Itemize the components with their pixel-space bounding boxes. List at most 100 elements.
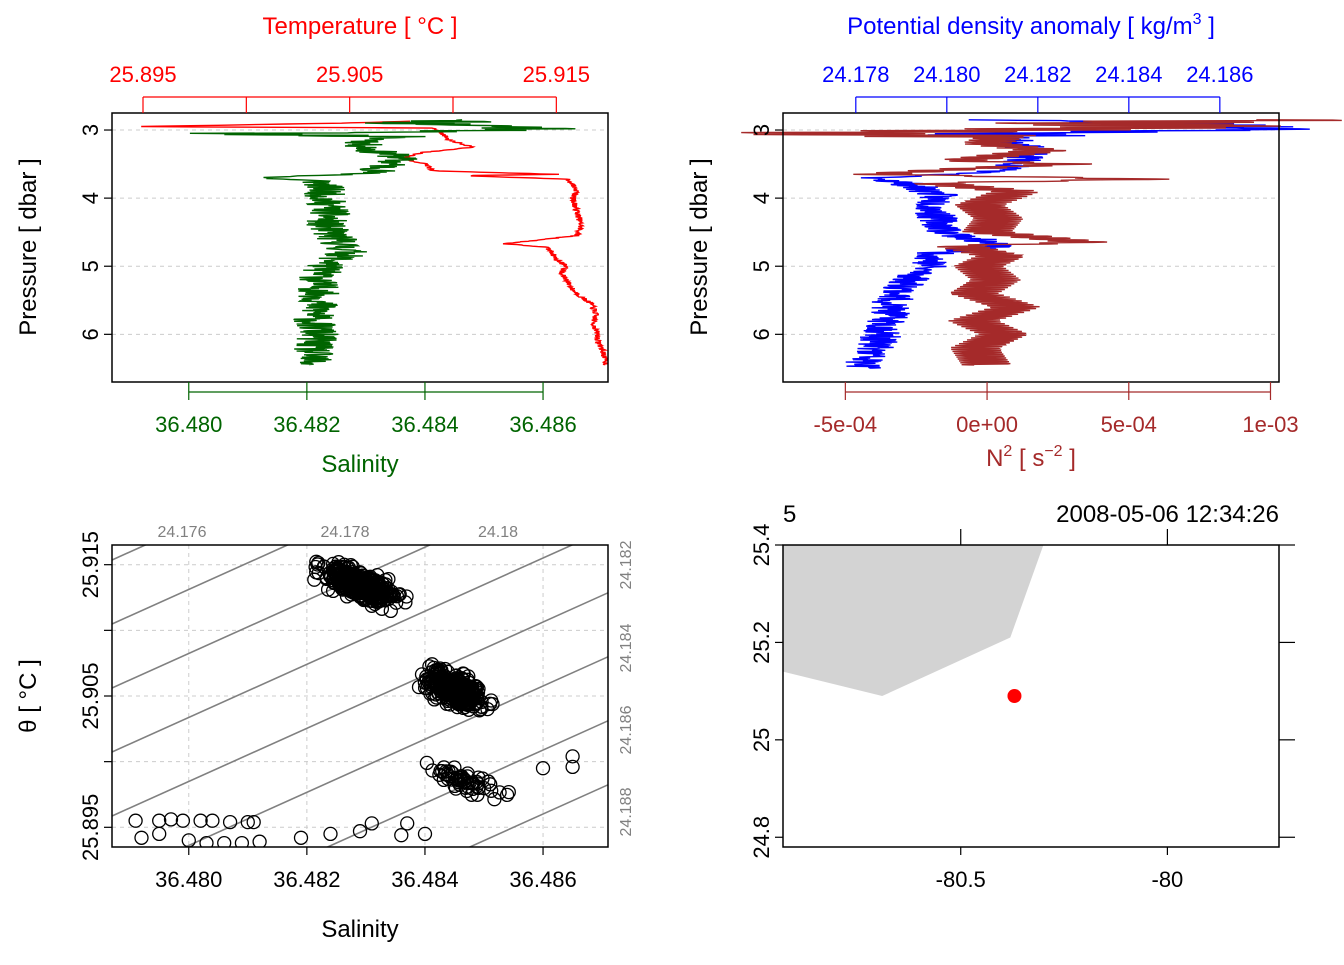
ts-point bbox=[480, 701, 495, 717]
ts-point bbox=[452, 697, 468, 712]
ts-point bbox=[383, 603, 398, 619]
ts-point bbox=[433, 670, 448, 686]
ts-point bbox=[364, 816, 379, 831]
isopycnal-line bbox=[112, 545, 290, 625]
isopycnal-label-right: 24.186 bbox=[618, 705, 635, 754]
density-line bbox=[845, 119, 1310, 369]
p3-x-tick-label: 36.482 bbox=[273, 867, 340, 892]
ts-point bbox=[311, 555, 326, 571]
p3-y-tick-label: 25.915 bbox=[78, 531, 103, 598]
p2-top-tick-label: 24.182 bbox=[1004, 62, 1071, 87]
p2-y-tick-label: 6 bbox=[749, 328, 774, 340]
ts-point bbox=[356, 583, 371, 598]
ts-point bbox=[374, 601, 390, 616]
ts-point bbox=[470, 695, 485, 710]
p3-gridlines bbox=[112, 545, 608, 847]
p4-land bbox=[783, 545, 1044, 696]
ts-point bbox=[484, 783, 499, 798]
ts-point bbox=[487, 792, 502, 807]
p2-top-axis-title: Potential density anomaly [ kg/m3 ] bbox=[847, 11, 1215, 40]
ts-point bbox=[293, 830, 309, 845]
ts-point bbox=[152, 826, 167, 842]
p2-bottom-tick-label: 5e-04 bbox=[1101, 412, 1157, 437]
ts-point bbox=[234, 835, 250, 847]
ts-point bbox=[366, 579, 381, 595]
ts-point bbox=[442, 672, 458, 688]
p1-bottom-tick-label: 36.482 bbox=[273, 412, 340, 437]
p4-y-tick-label: 25 bbox=[749, 728, 774, 752]
p4-y-tick-label: 25.2 bbox=[749, 621, 774, 664]
ts-point bbox=[323, 826, 338, 842]
ts-point bbox=[470, 776, 486, 791]
ts-point bbox=[385, 588, 400, 603]
p2-bottom-title-mid: [ s bbox=[1012, 445, 1044, 472]
ts-point bbox=[499, 787, 515, 803]
p2-bottom-title-sup1: 2 bbox=[1003, 443, 1012, 460]
ts-point bbox=[252, 834, 267, 847]
ts-point bbox=[473, 702, 489, 717]
p2-bottom-tick-label: 1e-03 bbox=[1242, 412, 1298, 437]
ts-point bbox=[425, 763, 440, 778]
p3-points bbox=[128, 554, 580, 847]
p4-axes: -80.5 -80 24.8 25 25.2 25.4 bbox=[749, 524, 1295, 892]
ts-point bbox=[459, 697, 474, 712]
ts-point bbox=[443, 764, 459, 779]
ts-point bbox=[464, 787, 479, 802]
ts-point bbox=[193, 813, 208, 828]
ts-point bbox=[460, 779, 475, 794]
ts-point bbox=[369, 577, 384, 592]
p2-top-tick-label: 24.184 bbox=[1095, 62, 1162, 87]
ts-point bbox=[307, 572, 322, 587]
map-land bbox=[783, 545, 1044, 696]
p2-top-title-main: Potential density anomaly [ kg/m bbox=[847, 13, 1193, 40]
p2-axes: 3 4 5 6 24.178 24.180 24.182 24.184 24.186 -5e-04… bbox=[749, 62, 1299, 437]
p3-x-tick-label: 36.484 bbox=[391, 867, 458, 892]
p2-series bbox=[741, 119, 1342, 369]
isopycnal-line bbox=[112, 545, 574, 753]
isopycnal-line bbox=[112, 81, 608, 304]
map-station-number: 5 bbox=[783, 501, 796, 528]
p2-y-tick-label: 3 bbox=[749, 124, 774, 136]
p2-top-tick-label: 24.178 bbox=[822, 62, 889, 87]
ts-point bbox=[470, 787, 485, 802]
p2-top-tick-label: 24.180 bbox=[913, 62, 980, 87]
ts-point bbox=[152, 813, 167, 828]
ts-point bbox=[128, 813, 143, 828]
ts-point bbox=[363, 573, 379, 588]
isopycnal-label-right: 24.184 bbox=[618, 623, 635, 672]
salinity-line bbox=[189, 119, 576, 366]
p1-bottom-tick-label: 36.486 bbox=[509, 412, 576, 437]
p1-bottom-tick-label: 36.484 bbox=[391, 412, 458, 437]
isopycnal-line bbox=[325, 720, 608, 847]
p3-y-tick-label: 25.905 bbox=[78, 662, 103, 729]
ts-point bbox=[365, 593, 380, 608]
p1-top-tick-label: 25.915 bbox=[523, 62, 590, 87]
p2-y-tick-label: 5 bbox=[749, 260, 774, 272]
ts-point bbox=[205, 813, 220, 828]
ts-point bbox=[468, 679, 483, 694]
p1-top-tick-label: 25.905 bbox=[316, 62, 383, 87]
ts-point bbox=[440, 771, 456, 786]
p3-y-axis-title: θ [ °C ] bbox=[15, 659, 42, 733]
ts-point bbox=[501, 784, 516, 800]
p1-y-tick-label: 3 bbox=[78, 124, 103, 136]
p3-axes: 36.480 36.482 36.484 36.486 25.895 25.905 25.9… bbox=[78, 524, 635, 892]
p2-bottom-title-sup2: −2 bbox=[1044, 443, 1062, 460]
p1-y-axis-title: Pressure [ dbar ] bbox=[15, 158, 42, 335]
p2-plot-frame bbox=[782, 112, 1280, 383]
p2-top-title-end: ] bbox=[1202, 13, 1215, 40]
ts-point bbox=[428, 674, 443, 689]
p2-bottom-title-main: N bbox=[986, 445, 1003, 472]
p1-top-axis-title: Temperature [ °C ] bbox=[263, 13, 458, 40]
p1-axes: 3 4 5 6 25.895 25.905 25.915 36.480 36.482 36.484… bbox=[78, 62, 590, 437]
ts-point bbox=[485, 696, 500, 712]
ts-point bbox=[535, 761, 551, 776]
isopycnal-line bbox=[467, 784, 608, 847]
ts-point bbox=[175, 813, 191, 828]
p4-station-layer bbox=[1007, 689, 1022, 703]
ts-point bbox=[399, 589, 414, 604]
ts-point bbox=[240, 814, 255, 830]
p4-x-tick-label: -80.5 bbox=[936, 867, 986, 892]
p2-bottom-axis-title: N2 [ s−2 ] bbox=[986, 443, 1076, 472]
